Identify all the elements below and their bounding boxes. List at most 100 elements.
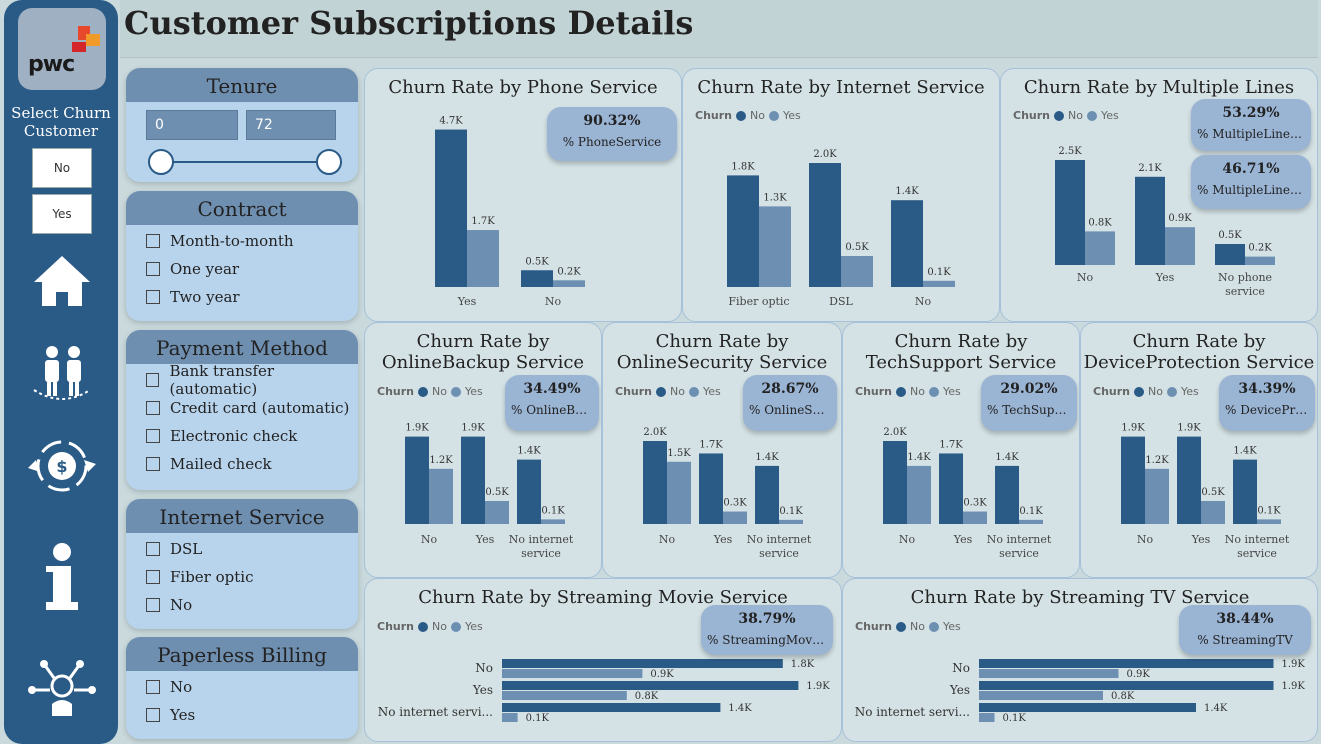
category-label: No phone [1218, 271, 1272, 284]
payment-option[interactable]: Bank transfer (automatic) [126, 362, 358, 398]
paperless-option[interactable]: Yes [126, 701, 358, 729]
data-label: 1.7K [699, 439, 723, 450]
legend-yes: Yes [702, 385, 721, 398]
online-security-chart: 2.0K1.5K No 1.7K 0.3K Yes 1.4K 0.1K No internet… [643, 427, 812, 560]
payment-option[interactable]: Electronic check [126, 422, 358, 450]
legend-title: Churn [377, 385, 414, 398]
paperless-filter: Paperless Billing No Yes [126, 637, 358, 739]
payment-option[interactable]: Credit card (automatic) [126, 394, 358, 422]
payment-cycle-icon[interactable]: $ [20, 430, 104, 502]
tenure-slider-track[interactable] [160, 161, 330, 163]
payment-option[interactable]: Mailed check [126, 450, 358, 478]
select-churn-title: Select Churn Customer [11, 104, 111, 140]
card-title: Churn Rate by Phone Service [388, 77, 658, 98]
data-label: 0.5K [1201, 487, 1225, 498]
data-label: 0.1K [927, 267, 951, 278]
checkbox[interactable] [146, 598, 160, 612]
legend-yes-swatch [768, 110, 779, 121]
data-label: 1.4K [895, 186, 919, 197]
option-label: Mailed check [170, 455, 272, 473]
bar-no-1 [1135, 176, 1165, 265]
checkbox[interactable] [146, 262, 160, 276]
tenure-max-input[interactable]: 72 [246, 110, 336, 140]
legend-no-swatch [418, 386, 428, 397]
internet-option[interactable]: Fiber optic [126, 563, 358, 591]
kpi-value: 34.39% [1238, 381, 1296, 397]
data-label: 0.9K [1127, 669, 1151, 680]
data-label: 0.5K [845, 242, 869, 253]
data-label: 0.8K [635, 691, 659, 702]
checkbox[interactable] [146, 570, 160, 584]
tenure-min-input[interactable]: 0 [146, 110, 238, 140]
multiple-lines-yes-kpi: 46.71% % MultipleLinesYes [1191, 155, 1311, 209]
category-label: No internet [1225, 533, 1290, 546]
kpi-value: 28.67% [761, 381, 819, 397]
checkbox[interactable] [146, 542, 160, 556]
bar-no-0 [727, 175, 759, 287]
data-label: 0.9K [650, 669, 674, 680]
legend-yes: Yes [782, 109, 801, 122]
checkbox[interactable] [146, 680, 160, 694]
data-label: 0.1K [779, 506, 803, 517]
data-label: 0.9K [1168, 213, 1192, 224]
chart-legend: Churn No Yes [1013, 109, 1119, 122]
contract-option[interactable]: One year [126, 255, 358, 283]
kpi-label: % TechSupport [987, 403, 1077, 417]
paperless-option[interactable]: No [126, 673, 358, 701]
streaming-tv-chart: 1.9K 0.9K No 1.9K 0.8K Yes 1.4K 0.1K No internet… [855, 659, 1305, 724]
legend-yes-swatch [1086, 110, 1097, 121]
option-label: Credit card (automatic) [170, 399, 350, 417]
checkbox[interactable] [146, 234, 160, 248]
data-label: 1.9K [405, 423, 429, 434]
legend-yes-swatch [450, 621, 461, 632]
checkbox[interactable] [146, 457, 160, 471]
data-label: 0.1K [1003, 713, 1027, 724]
checkbox[interactable] [146, 290, 160, 304]
contract-option[interactable]: Month-to-month [126, 227, 358, 255]
contract-option[interactable]: Two year [126, 283, 358, 311]
tenure-slider-max-handle[interactable] [316, 149, 342, 175]
card-title: Churn Rate by Internet Service [697, 77, 985, 98]
bar-yes-2 [541, 519, 565, 524]
data-label: 0.1K [1257, 505, 1281, 516]
card-title: Churn Rate by Multiple Lines [1023, 77, 1295, 98]
internet-option[interactable]: DSL [126, 535, 358, 563]
home-icon[interactable] [20, 248, 104, 320]
checkbox[interactable] [146, 401, 160, 415]
chart-legend: Churn No Yes [615, 385, 721, 398]
bar-no-0 [435, 129, 467, 287]
phone-service-card: Churn Rate by Phone Service 4.7K 1.7K Yes 0… [364, 68, 682, 322]
device-protection-kpi: 34.39% % DeviceProt... [1219, 375, 1315, 431]
checkbox[interactable] [146, 429, 160, 443]
tenure-slider-min-handle[interactable] [148, 149, 174, 175]
checkbox[interactable] [146, 373, 160, 387]
data-label: 1.9K [806, 681, 830, 692]
bar-yes-0 [979, 669, 1119, 678]
data-label: 1.9K [461, 423, 485, 434]
info-icon[interactable] [20, 540, 104, 612]
bar-yes-2 [923, 280, 955, 287]
data-label: 0.8K [1111, 691, 1135, 702]
churn-yes-button[interactable]: Yes [32, 194, 92, 234]
data-label: 2.1K [1138, 163, 1162, 174]
bar-yes-1 [979, 691, 1103, 700]
churn-no-button[interactable]: No [32, 148, 92, 188]
data-label: 1.2K [429, 455, 453, 466]
bar-no-1 [461, 436, 485, 524]
data-label: 0.2K [1248, 243, 1272, 254]
card-title-line1: Churn Rate by [1132, 331, 1266, 352]
option-label: No [170, 596, 193, 614]
card-title-line1: Churn Rate by [894, 331, 1028, 352]
streaming-movies-chart: 1.8K 0.9K No 1.9K 0.8K Yes 1.4K 0.1K No internet… [378, 659, 830, 724]
page-title: Customer Subscriptions Details [124, 4, 694, 42]
checkbox[interactable] [146, 708, 160, 722]
data-label: 1.4K [907, 452, 931, 463]
data-label: 1.8K [731, 161, 755, 172]
internet-option[interactable]: No [126, 591, 358, 619]
option-label: One year [170, 260, 240, 278]
data-label: 1.2K [1145, 455, 1169, 466]
network-user-icon[interactable] [20, 656, 104, 728]
legend-no-swatch [896, 621, 906, 632]
customers-icon[interactable] [20, 336, 104, 408]
option-label: Fiber optic [170, 568, 254, 586]
